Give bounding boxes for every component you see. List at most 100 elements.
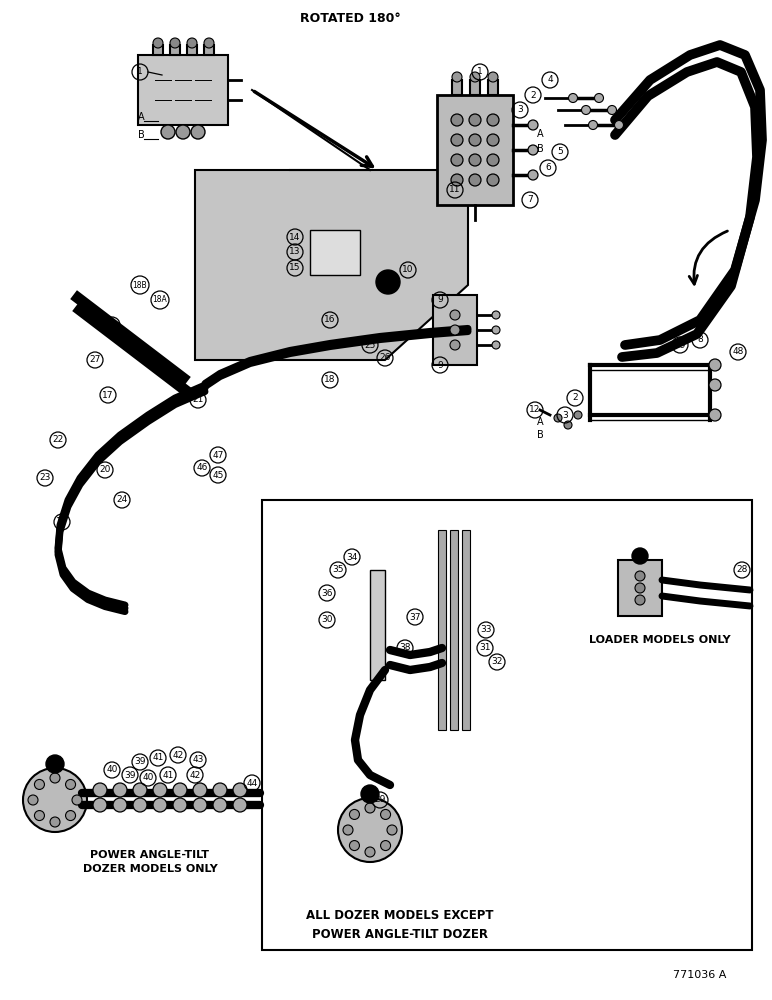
- Polygon shape: [187, 45, 197, 55]
- Circle shape: [213, 783, 227, 797]
- Text: 35: 35: [332, 566, 344, 574]
- Text: 40: 40: [142, 774, 154, 782]
- Text: B: B: [537, 144, 543, 154]
- Text: A: A: [537, 129, 543, 139]
- Circle shape: [554, 414, 562, 422]
- Circle shape: [133, 783, 147, 797]
- Circle shape: [187, 38, 197, 48]
- Text: 11: 11: [449, 186, 461, 194]
- Circle shape: [66, 779, 76, 789]
- Circle shape: [173, 783, 187, 797]
- Circle shape: [528, 145, 538, 155]
- Polygon shape: [370, 570, 385, 680]
- Polygon shape: [433, 295, 477, 365]
- Text: 38: 38: [399, 644, 411, 652]
- Circle shape: [343, 825, 353, 835]
- Polygon shape: [195, 170, 468, 360]
- Text: 28: 28: [736, 566, 748, 574]
- Circle shape: [581, 105, 591, 114]
- Text: 41: 41: [152, 754, 164, 762]
- Circle shape: [361, 785, 379, 803]
- Circle shape: [615, 120, 624, 129]
- Text: 19: 19: [56, 518, 68, 526]
- Text: 15: 15: [290, 263, 301, 272]
- Text: 10: 10: [402, 265, 414, 274]
- Circle shape: [450, 340, 460, 350]
- Circle shape: [213, 798, 227, 812]
- Text: 8: 8: [697, 336, 703, 344]
- Circle shape: [35, 779, 45, 789]
- Circle shape: [487, 114, 499, 126]
- Polygon shape: [470, 80, 480, 95]
- Text: 4: 4: [547, 76, 553, 85]
- Circle shape: [338, 798, 402, 862]
- Polygon shape: [170, 45, 180, 55]
- Circle shape: [470, 72, 480, 82]
- Text: 39: 39: [134, 758, 146, 766]
- Text: 771036 A: 771036 A: [673, 970, 726, 980]
- Circle shape: [487, 134, 499, 146]
- Text: 1: 1: [137, 68, 143, 77]
- Text: 47: 47: [212, 450, 224, 460]
- Circle shape: [72, 795, 82, 805]
- Text: 45: 45: [212, 471, 224, 480]
- Circle shape: [153, 783, 167, 797]
- Polygon shape: [462, 530, 470, 730]
- Text: 33: 33: [480, 626, 492, 635]
- Circle shape: [23, 768, 87, 832]
- Text: 6: 6: [545, 163, 551, 172]
- Text: POWER ANGLE-TILT
DOZER MODELS ONLY: POWER ANGLE-TILT DOZER MODELS ONLY: [83, 850, 218, 874]
- Bar: [262, 500, 752, 950]
- Circle shape: [93, 783, 107, 797]
- Circle shape: [635, 595, 645, 605]
- Circle shape: [451, 174, 463, 186]
- Polygon shape: [452, 80, 462, 95]
- Circle shape: [350, 809, 360, 819]
- Text: 37: 37: [409, 612, 421, 621]
- Circle shape: [588, 120, 598, 129]
- Circle shape: [488, 72, 498, 82]
- Circle shape: [153, 798, 167, 812]
- Text: B: B: [537, 430, 543, 440]
- Circle shape: [528, 120, 538, 130]
- Text: B: B: [138, 130, 145, 140]
- Circle shape: [113, 798, 127, 812]
- Circle shape: [451, 154, 463, 166]
- Circle shape: [204, 38, 214, 48]
- Circle shape: [528, 170, 538, 180]
- Circle shape: [469, 154, 481, 166]
- Circle shape: [170, 38, 180, 48]
- Text: 7: 7: [527, 196, 533, 205]
- Text: 39: 39: [124, 770, 136, 780]
- Text: 30: 30: [321, 615, 333, 624]
- Text: 12: 12: [530, 406, 540, 414]
- Circle shape: [452, 72, 462, 82]
- Text: 31: 31: [479, 644, 491, 652]
- Text: 3: 3: [517, 105, 523, 114]
- Polygon shape: [437, 95, 513, 205]
- Text: 42: 42: [172, 750, 184, 760]
- Circle shape: [376, 270, 400, 294]
- Text: 49: 49: [674, 340, 686, 350]
- Text: 17: 17: [102, 390, 113, 399]
- Circle shape: [193, 798, 207, 812]
- Circle shape: [133, 798, 147, 812]
- Circle shape: [709, 359, 721, 371]
- Polygon shape: [138, 55, 228, 125]
- Circle shape: [387, 825, 397, 835]
- Circle shape: [451, 114, 463, 126]
- Text: 24: 24: [117, 495, 127, 504]
- Text: 14: 14: [290, 232, 300, 241]
- Circle shape: [35, 811, 45, 821]
- Circle shape: [469, 114, 481, 126]
- Circle shape: [635, 571, 645, 581]
- Polygon shape: [310, 230, 360, 275]
- Text: 3: 3: [562, 410, 568, 420]
- Text: 29: 29: [374, 796, 386, 804]
- Text: 18B: 18B: [133, 280, 147, 290]
- Text: 46: 46: [196, 464, 208, 473]
- Circle shape: [709, 379, 721, 391]
- Text: 34: 34: [347, 552, 357, 562]
- Circle shape: [161, 125, 175, 139]
- Circle shape: [574, 411, 582, 419]
